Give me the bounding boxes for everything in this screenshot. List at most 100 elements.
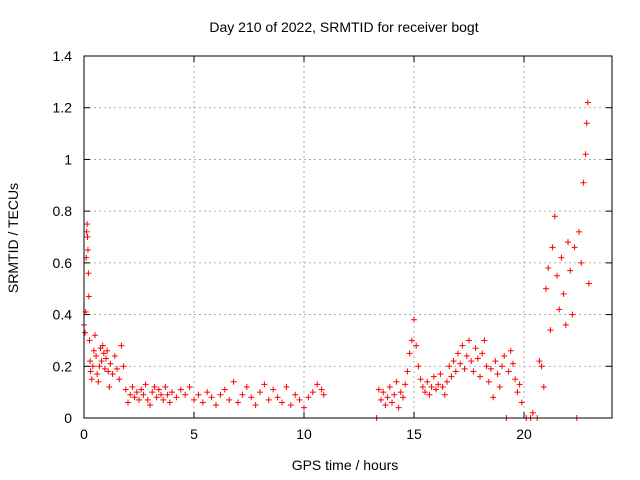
data-point <box>261 381 268 388</box>
data-point <box>479 350 486 357</box>
data-point <box>208 394 215 401</box>
data-point <box>84 246 91 253</box>
data-point <box>554 272 560 279</box>
data-point <box>397 389 404 396</box>
data-point <box>296 396 303 403</box>
data-point <box>230 378 237 385</box>
data-point <box>417 376 424 383</box>
data-point <box>529 409 536 416</box>
data-point <box>131 394 138 401</box>
data-point <box>395 404 402 411</box>
data-point <box>435 381 442 388</box>
data-point <box>433 386 439 393</box>
data-point <box>151 383 158 390</box>
x-tick-label: 5 <box>190 426 198 442</box>
data-point <box>404 368 411 375</box>
data-point <box>510 360 516 367</box>
data-point <box>386 383 393 390</box>
data-point <box>177 386 184 393</box>
data-point <box>186 383 193 390</box>
data-point <box>474 355 481 362</box>
data-point <box>378 396 384 403</box>
data-point <box>88 376 95 383</box>
y-tick-label: 0.2 <box>53 358 73 374</box>
data-point <box>499 363 505 370</box>
data-point <box>560 290 567 297</box>
data-point <box>111 352 118 359</box>
data-point <box>140 391 147 398</box>
data-point <box>136 396 142 403</box>
data-point <box>87 368 94 375</box>
data-point <box>505 368 512 375</box>
data-point <box>195 391 202 398</box>
data-point <box>191 396 197 403</box>
data-point <box>419 383 426 390</box>
y-axis-ticks: 0 0.2 0.4 0.6 0.8 1 1.2 1.4 <box>53 48 612 426</box>
data-point <box>466 337 472 344</box>
data-point <box>162 383 169 390</box>
data-point <box>516 381 523 388</box>
y-tick-label: 0.4 <box>53 307 73 323</box>
data-point <box>105 368 112 375</box>
data-point <box>129 383 136 390</box>
data-point <box>375 386 382 393</box>
data-point <box>444 378 450 385</box>
data-point <box>583 120 590 127</box>
data-point <box>461 365 468 372</box>
data-point <box>221 386 228 393</box>
data-point <box>470 368 477 375</box>
data-point <box>380 389 387 396</box>
data-point <box>536 358 543 365</box>
data-point <box>127 391 134 398</box>
data-point <box>477 373 483 380</box>
data-point <box>90 347 97 354</box>
data-point <box>86 337 93 344</box>
data-point <box>283 383 290 390</box>
data-point <box>82 329 89 336</box>
data-point <box>437 371 444 378</box>
x-tick-label: 0 <box>80 426 88 442</box>
data-point <box>257 389 263 396</box>
data-point <box>565 239 571 246</box>
data-point <box>226 396 233 403</box>
data-point <box>142 381 149 388</box>
data-point <box>578 259 585 266</box>
data-point <box>84 221 91 228</box>
data-point <box>384 394 391 401</box>
data-point <box>400 394 406 401</box>
data-point <box>582 151 589 158</box>
data-point <box>173 394 180 401</box>
data-point <box>430 373 437 380</box>
data-point <box>85 293 92 300</box>
data-point <box>448 373 455 380</box>
data-point <box>571 244 578 251</box>
data-point <box>576 228 582 235</box>
data-point <box>199 399 206 406</box>
data-point <box>89 363 96 370</box>
x-tick-label: 20 <box>516 426 532 442</box>
data-point <box>320 391 327 398</box>
data-point <box>584 99 591 106</box>
data-point <box>463 352 470 359</box>
data-point <box>106 383 113 390</box>
data-point <box>101 365 108 372</box>
data-point <box>391 391 398 398</box>
data-point <box>545 265 552 272</box>
data-point <box>428 383 435 390</box>
data-point <box>318 386 325 393</box>
data-point <box>274 394 281 401</box>
data-point <box>279 399 285 406</box>
data-point <box>109 371 116 378</box>
data-point <box>100 350 107 357</box>
data-point <box>481 337 488 344</box>
data-point <box>507 347 514 354</box>
data-point <box>490 394 497 401</box>
data-point <box>93 352 100 359</box>
data-point <box>422 389 428 396</box>
data-point <box>164 391 171 398</box>
data-point <box>87 358 94 365</box>
data-point <box>389 399 395 406</box>
data-point <box>99 342 106 349</box>
data-point <box>549 244 556 251</box>
